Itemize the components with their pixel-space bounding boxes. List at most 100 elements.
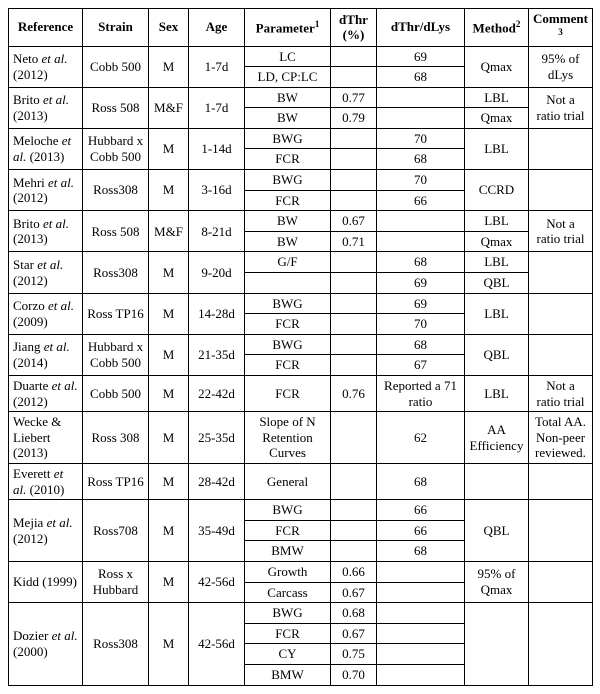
cell-parameter: FCR [245, 520, 331, 541]
hdr-dthr: dThr (%) [331, 9, 377, 47]
cell-method: CCRD [465, 170, 529, 211]
cell-sex: M&F [149, 211, 189, 252]
table-row: Wecke & Liebert (2013)Ross 308M25-35dSlo… [9, 412, 593, 464]
cell-parameter: BWG [245, 603, 331, 624]
cell-strain: Hubbard x Cobb 500 [83, 334, 149, 375]
cell-reference: Brito et al. (2013) [9, 211, 83, 252]
table-row: Brito et al. (2013)Ross 508M&F1-7dBW0.77… [9, 87, 593, 108]
cell-comment: Not a ratio trial [529, 87, 593, 128]
cell-reference: Dozier et al. (2000) [9, 603, 83, 685]
cell-dthr-dlys: 68 [377, 67, 465, 88]
hdr-parameter: Parameter1 [245, 9, 331, 47]
cell-sex: M [149, 376, 189, 412]
cell-sex: M [149, 603, 189, 685]
cell-dthr [331, 541, 377, 562]
cell-age: 14-28d [189, 293, 245, 334]
cell-dthr-dlys: 68 [377, 334, 465, 355]
cell-method: LBL [465, 128, 529, 169]
cell-dthr-dlys: 68 [377, 252, 465, 273]
cell-comment [529, 252, 593, 293]
cell-dthr-dlys [377, 87, 465, 108]
cell-method: Qmax [465, 108, 529, 129]
table-row: Jiang et al. (2014)Hubbard x Cobb 500M21… [9, 334, 593, 355]
cell-dthr [331, 190, 377, 211]
cell-strain: Ross 508 [83, 87, 149, 128]
cell-reference: Everett et al. (2010) [9, 463, 83, 499]
cell-comment [529, 293, 593, 334]
cell-age: 21-35d [189, 334, 245, 375]
cell-dthr [331, 412, 377, 464]
cell-reference: Star et al. (2012) [9, 252, 83, 293]
cell-method: LBL [465, 87, 529, 108]
cell-method: Qmax [465, 46, 529, 87]
cell-parameter: BMW [245, 664, 331, 685]
cell-dthr: 0.67 [331, 211, 377, 232]
hdr-comment: Comment3 [529, 9, 593, 47]
cell-dthr-dlys: 70 [377, 314, 465, 335]
cell-parameter: Slope of N Retention Curves [245, 412, 331, 464]
cell-dthr: 0.66 [331, 561, 377, 582]
hdr-strain: Strain [83, 9, 149, 47]
cell-strain: Ross TP16 [83, 293, 149, 334]
cell-dthr-dlys [377, 603, 465, 624]
cell-comment [529, 170, 593, 211]
cell-dthr [331, 463, 377, 499]
cell-reference: Kidd (1999) [9, 561, 83, 602]
hdr-dthr-dlys: dThr/dLys [377, 9, 465, 47]
cell-dthr: 0.76 [331, 376, 377, 412]
table-row: Kidd (1999)Ross x HubbardM42-56dGrowth0.… [9, 561, 593, 582]
cell-dthr-dlys: 69 [377, 273, 465, 294]
cell-comment: Total AA. Non-peer reviewed. [529, 412, 593, 464]
cell-sex: M [149, 293, 189, 334]
cell-sex: M [149, 334, 189, 375]
cell-dthr: 0.71 [331, 231, 377, 252]
cell-dthr-dlys: 69 [377, 46, 465, 67]
cell-dthr-dlys: 68 [377, 149, 465, 170]
cell-dthr-dlys: 66 [377, 190, 465, 211]
cell-sex: M [149, 170, 189, 211]
cell-dthr-dlys [377, 231, 465, 252]
hdr-reference: Reference [9, 9, 83, 47]
cell-dthr-dlys: 68 [377, 541, 465, 562]
cell-strain: Ross708 [83, 500, 149, 562]
cell-parameter: BMW [245, 541, 331, 562]
cell-comment [529, 463, 593, 499]
cell-parameter: BWG [245, 293, 331, 314]
cell-sex: M [149, 46, 189, 87]
cell-dthr-dlys: 69 [377, 293, 465, 314]
threonine-table: Reference Strain Sex Age Parameter1 dThr… [8, 8, 593, 686]
table-row: Neto et al. (2012)Cobb 500M1-7dLC69Qmax9… [9, 46, 593, 67]
cell-parameter: FCR [245, 149, 331, 170]
cell-age: 28-42d [189, 463, 245, 499]
hdr-age: Age [189, 9, 245, 47]
cell-comment: Not a ratio trial [529, 376, 593, 412]
cell-dthr-dlys [377, 582, 465, 603]
cell-strain: Cobb 500 [83, 46, 149, 87]
cell-method: QBL [465, 273, 529, 294]
cell-dthr [331, 252, 377, 273]
cell-parameter: BW [245, 87, 331, 108]
cell-method: LBL [465, 252, 529, 273]
cell-reference: Jiang et al. (2014) [9, 334, 83, 375]
cell-method: Qmax [465, 231, 529, 252]
cell-parameter: FCR [245, 355, 331, 376]
cell-dthr: 0.67 [331, 623, 377, 644]
cell-age: 1-7d [189, 46, 245, 87]
cell-age: 42-56d [189, 561, 245, 602]
cell-reference: Neto et al. (2012) [9, 46, 83, 87]
cell-parameter [245, 273, 331, 294]
cell-reference: Brito et al. (2013) [9, 87, 83, 128]
table-body: Neto et al. (2012)Cobb 500M1-7dLC69Qmax9… [9, 46, 593, 685]
cell-dthr: 0.79 [331, 108, 377, 129]
cell-parameter: BWG [245, 334, 331, 355]
table-row: Mejia et al. (2012)Ross708M35-49dBWG66QB… [9, 500, 593, 521]
cell-dthr-dlys: 66 [377, 500, 465, 521]
cell-parameter: General [245, 463, 331, 499]
cell-dthr-dlys [377, 211, 465, 232]
cell-age: 42-56d [189, 603, 245, 685]
cell-age: 3-16d [189, 170, 245, 211]
cell-dthr-dlys: 62 [377, 412, 465, 464]
table-row: Everett et al. (2010)Ross TP16M28-42dGen… [9, 463, 593, 499]
cell-parameter: FCR [245, 623, 331, 644]
cell-dthr [331, 314, 377, 335]
